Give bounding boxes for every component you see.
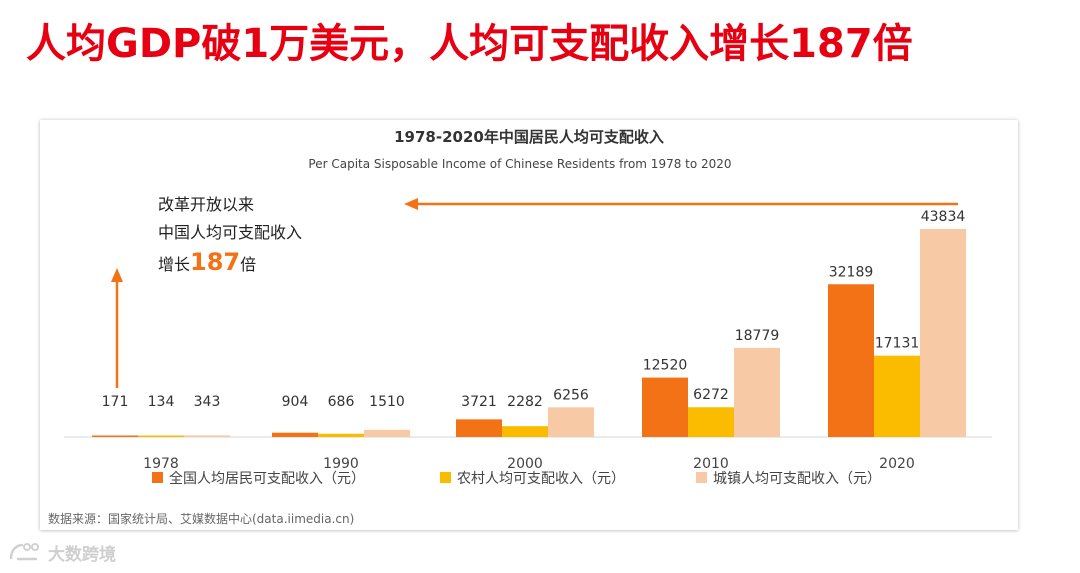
legend-label-series-0: 全国人均居民可支配收入（元） xyxy=(169,470,365,487)
bar-2000-series-0 xyxy=(456,419,502,437)
legend-swatch-series-2 xyxy=(696,472,707,483)
chart-title: 1978-2020年中国居民人均可支配收入 xyxy=(394,128,664,146)
bar-2020-series-2 xyxy=(920,229,966,437)
value-label-2020-series-2: 43834 xyxy=(921,209,966,225)
value-label-2010-series-2: 18779 xyxy=(735,328,780,344)
bar-2010-series-2 xyxy=(734,347,780,437)
bar-2020-series-1 xyxy=(874,355,920,437)
legend-swatch-series-1 xyxy=(440,472,451,483)
bar-2010-series-0 xyxy=(642,377,688,437)
legend-label-series-2: 城镇人均可支配收入（元） xyxy=(713,471,881,487)
bar-2020-series-0 xyxy=(828,284,874,437)
annotation-line1: 改革开放以来 xyxy=(158,195,254,214)
bar-2010-series-1 xyxy=(688,407,734,437)
bar-1978-series-2 xyxy=(184,435,230,437)
chart-subtitle: Per Capita Sisposable Income of Chinese … xyxy=(308,157,731,171)
value-label-1990-series-1: 686 xyxy=(328,394,355,410)
value-label-2000-series-2: 6256 xyxy=(553,387,589,403)
bar-1978-series-0 xyxy=(92,435,138,437)
bar-2000-series-2 xyxy=(548,407,594,437)
value-label-2000-series-1: 2282 xyxy=(507,394,543,410)
watermark: 大数跨境 xyxy=(8,540,116,565)
watermark-text: 大数跨境 xyxy=(48,544,116,565)
legend-swatch-series-0 xyxy=(152,472,163,483)
value-label-2020-series-1: 17131 xyxy=(875,336,920,352)
annotation-suffix: 倍 xyxy=(240,255,256,274)
value-label-1978-series-0: 171 xyxy=(102,394,129,410)
x-tick-labels-layer: 1978 1990 2000 2010 2020 xyxy=(143,456,915,472)
value-label-1990-series-2: 1510 xyxy=(369,394,405,410)
bar-1978-series-1 xyxy=(138,435,184,437)
annotation-line3: 增长187倍 xyxy=(158,248,256,276)
bars-layer xyxy=(92,229,966,437)
arrow-left-icon xyxy=(404,198,418,210)
legend-label-series-1: 农村人均可支配收入（元） xyxy=(457,471,625,487)
annotation-line2: 中国人均可支配收入 xyxy=(158,223,302,242)
annotation-number: 187 xyxy=(190,248,240,276)
value-label-1978-series-2: 343 xyxy=(194,394,221,410)
value-label-1990-series-0: 904 xyxy=(282,394,309,410)
chart-card: 1978-2020年中国居民人均可支配收入 Per Capita Sisposa… xyxy=(40,120,1018,530)
value-label-1978-series-1: 134 xyxy=(148,394,175,410)
chart: 1978-2020年中国居民人均可支配收入 Per Capita Sisposa… xyxy=(64,128,992,487)
data-source: 数据来源：国家统计局、艾媒数据中心(data.iimedia.cn) xyxy=(48,512,355,526)
value-label-2020-series-0: 32189 xyxy=(829,264,874,280)
bar-1990-series-1 xyxy=(318,433,364,437)
legend: 全国人均居民可支配收入（元） 农村人均可支配收入（元） 城镇人均可支配收入（元） xyxy=(152,470,881,487)
x-tick-2000: 2000 xyxy=(507,456,543,472)
x-tick-1978: 1978 xyxy=(143,456,179,472)
bar-1990-series-2 xyxy=(364,429,410,437)
value-label-2010-series-1: 6272 xyxy=(693,387,729,403)
value-label-2000-series-0: 3721 xyxy=(461,394,497,410)
page-headline: 人均GDP破1万美元，人均可支配收入增长187倍 xyxy=(26,21,913,67)
arrow-up-icon xyxy=(111,268,123,282)
bar-2000-series-1 xyxy=(502,426,548,437)
annotation-prefix: 增长 xyxy=(158,255,190,274)
value-label-2010-series-0: 12520 xyxy=(643,358,688,374)
watermark-logo-icon xyxy=(9,543,39,561)
value-labels-layer: 171 134 343 904 686 1510 3721 2282 6256 12520 6272… xyxy=(102,209,966,410)
x-tick-2010: 2010 xyxy=(693,456,729,472)
x-tick-1990: 1990 xyxy=(323,456,359,472)
x-tick-2020: 2020 xyxy=(879,456,915,472)
bar-1990-series-0 xyxy=(272,432,318,437)
